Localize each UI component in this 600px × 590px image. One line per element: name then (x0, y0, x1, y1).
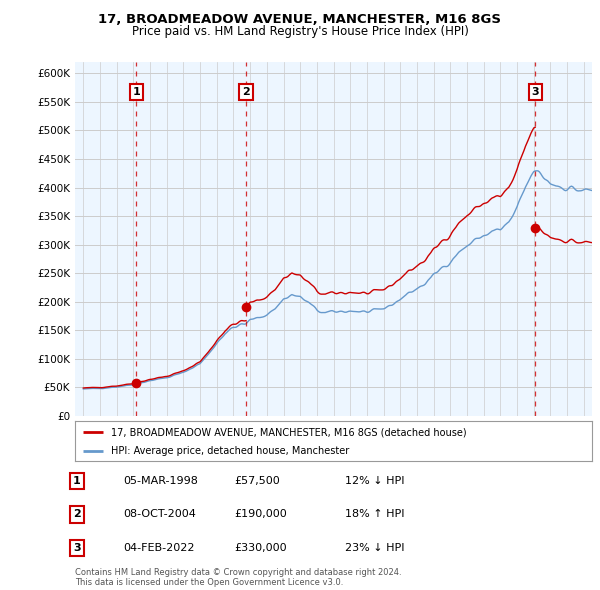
Bar (75, 62, 136, 416)
Text: 17, BROADMEADOW AVENUE, MANCHESTER, M16 8GS: 17, BROADMEADOW AVENUE, MANCHESTER, M16 … (98, 13, 502, 26)
Text: 05-MAR-1998: 05-MAR-1998 (123, 476, 198, 486)
Text: 2: 2 (73, 510, 80, 519)
Text: 2: 2 (242, 87, 250, 97)
Text: Price paid vs. HM Land Registry's House Price Index (HPI): Price paid vs. HM Land Registry's House … (131, 25, 469, 38)
Text: 1: 1 (73, 476, 80, 486)
Text: 3: 3 (73, 543, 80, 553)
Text: 12% ↓ HPI: 12% ↓ HPI (345, 476, 404, 486)
Text: 23% ↓ HPI: 23% ↓ HPI (345, 543, 404, 553)
Text: £57,500: £57,500 (234, 476, 280, 486)
Text: HPI: Average price, detached house, Manchester: HPI: Average price, detached house, Manc… (111, 445, 349, 455)
Text: Contains HM Land Registry data © Crown copyright and database right 2024.: Contains HM Land Registry data © Crown c… (75, 568, 401, 577)
Text: 08-OCT-2004: 08-OCT-2004 (123, 510, 196, 519)
Text: 18% ↑ HPI: 18% ↑ HPI (345, 510, 404, 519)
Text: This data is licensed under the Open Government Licence v3.0.: This data is licensed under the Open Gov… (75, 578, 343, 587)
Bar (246, 62, 535, 416)
Text: £330,000: £330,000 (234, 543, 287, 553)
Text: 1: 1 (133, 87, 140, 97)
Bar (136, 62, 246, 416)
Text: 04-FEB-2022: 04-FEB-2022 (123, 543, 194, 553)
Bar (535, 62, 592, 416)
Text: 3: 3 (532, 87, 539, 97)
Text: £190,000: £190,000 (234, 510, 287, 519)
Text: 17, BROADMEADOW AVENUE, MANCHESTER, M16 8GS (detached house): 17, BROADMEADOW AVENUE, MANCHESTER, M16 … (111, 427, 467, 437)
